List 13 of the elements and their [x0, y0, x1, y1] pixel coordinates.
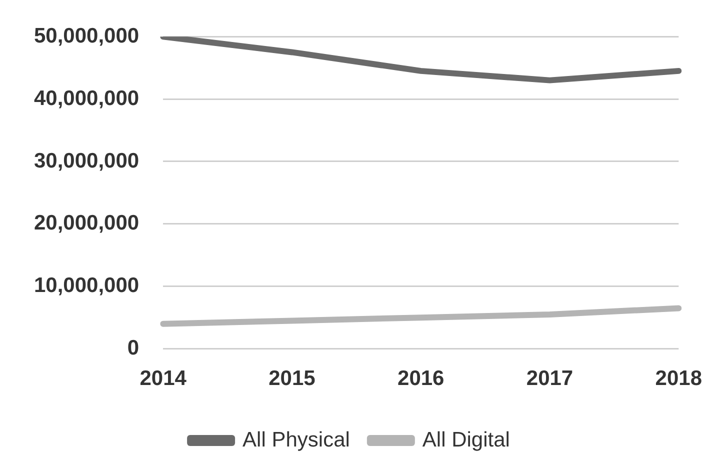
y-tick-label: 40,000,000: [34, 86, 140, 110]
x-tick-label: 2016: [398, 367, 444, 390]
y-tick-label: 50,000,000: [34, 24, 140, 48]
legend-label: All Digital: [422, 428, 510, 452]
x-tick-label: 2018: [655, 367, 702, 390]
y-tick-label: 30,000,000: [34, 149, 140, 172]
x-tick-label: 2014: [140, 367, 187, 390]
legend-label: All Physical: [242, 428, 350, 452]
y-tick-label: 10,000,000: [34, 274, 140, 298]
x-tick-label: 2017: [526, 367, 574, 390]
y-tick-label: 20,000,000: [34, 212, 140, 235]
x-tick-label: 2015: [268, 367, 316, 390]
y-tick-label: 0: [127, 336, 140, 360]
